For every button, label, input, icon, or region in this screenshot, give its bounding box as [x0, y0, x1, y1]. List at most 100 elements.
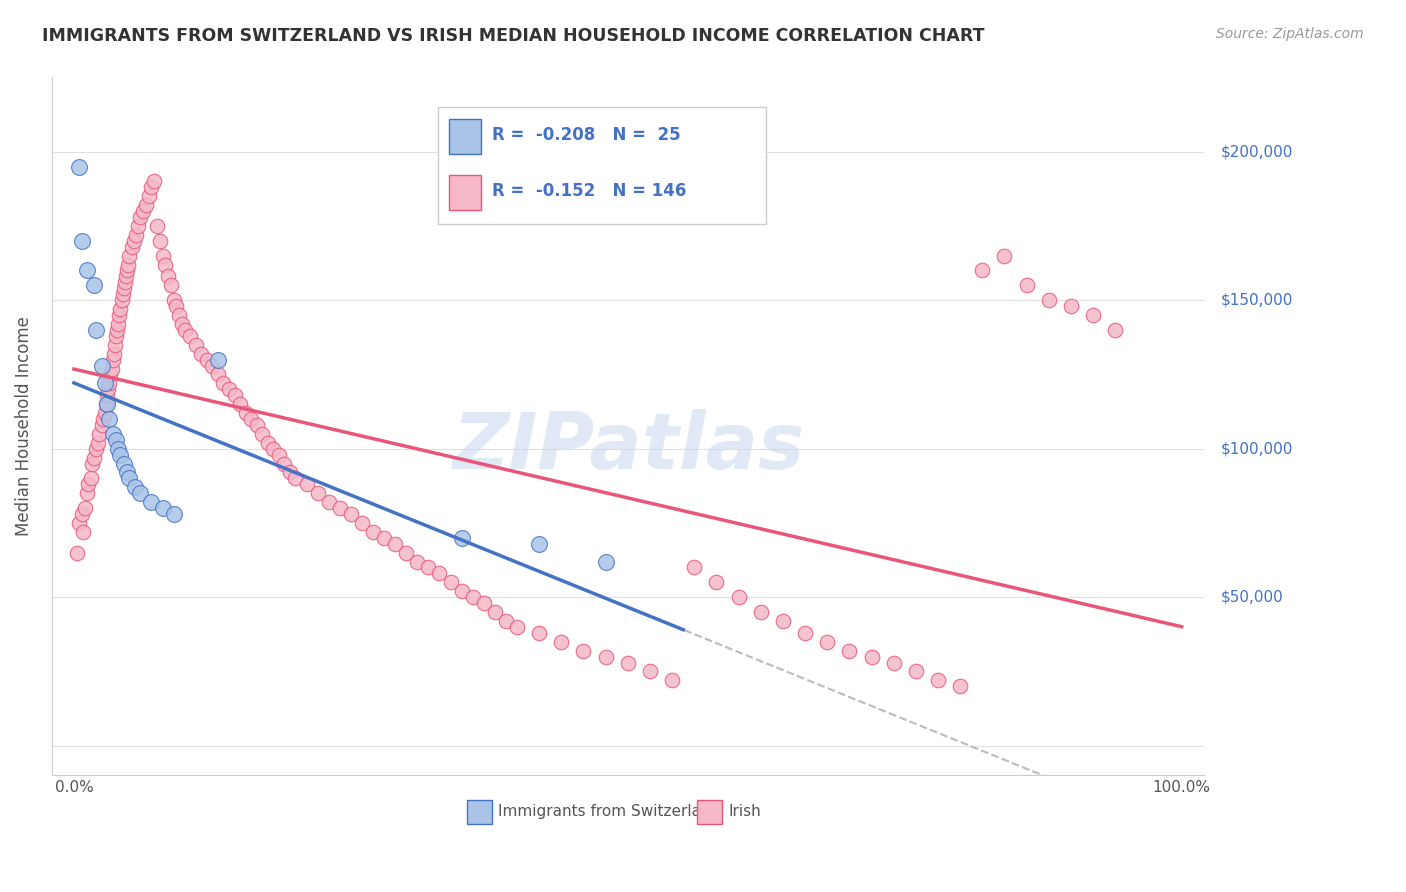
- Point: [307, 486, 329, 500]
- Point: [406, 555, 429, 569]
- Point: [373, 531, 395, 545]
- Point: [98, 376, 121, 391]
- Point: [72, 524, 94, 539]
- Point: [727, 591, 749, 605]
- Text: $100,000: $100,000: [1222, 442, 1294, 456]
- Point: [90, 417, 112, 432]
- Point: [96, 397, 118, 411]
- Point: [70, 507, 93, 521]
- Point: [69, 160, 91, 174]
- Point: [83, 450, 105, 465]
- Point: [79, 471, 101, 485]
- Point: [527, 537, 550, 551]
- Point: [927, 673, 949, 688]
- Point: [772, 614, 794, 628]
- Point: [506, 620, 529, 634]
- Point: [138, 189, 160, 203]
- Point: [129, 486, 152, 500]
- Point: [141, 495, 163, 509]
- FancyBboxPatch shape: [437, 107, 766, 224]
- Point: [160, 278, 183, 293]
- Point: [84, 442, 107, 456]
- Point: [152, 249, 174, 263]
- Point: [125, 227, 148, 242]
- Point: [108, 308, 131, 322]
- Point: [167, 308, 190, 322]
- Text: R =  -0.152   N = 146: R = -0.152 N = 146: [492, 182, 686, 200]
- Point: [418, 560, 440, 574]
- Point: [972, 263, 994, 277]
- Point: [179, 328, 201, 343]
- Point: [207, 352, 229, 367]
- Point: [111, 287, 134, 301]
- Point: [100, 361, 122, 376]
- Point: [104, 337, 127, 351]
- Point: [860, 649, 883, 664]
- Text: IMMIGRANTS FROM SWITZERLAND VS IRISH MEDIAN HOUSEHOLD INCOME CORRELATION CHART: IMMIGRANTS FROM SWITZERLAND VS IRISH MED…: [42, 27, 984, 45]
- Point: [162, 293, 184, 308]
- Point: [1104, 323, 1126, 337]
- Point: [350, 516, 373, 530]
- Point: [89, 426, 111, 441]
- Point: [794, 625, 817, 640]
- Point: [115, 263, 138, 277]
- Point: [76, 486, 98, 500]
- Point: [107, 317, 129, 331]
- Text: Source: ZipAtlas.com: Source: ZipAtlas.com: [1216, 27, 1364, 41]
- Point: [429, 566, 451, 581]
- Text: $50,000: $50,000: [1222, 590, 1284, 605]
- Point: [240, 412, 263, 426]
- Point: [162, 507, 184, 521]
- Point: [84, 323, 107, 337]
- Point: [450, 531, 472, 545]
- Point: [153, 258, 176, 272]
- Point: [815, 634, 838, 648]
- Point: [76, 263, 98, 277]
- Point: [149, 234, 172, 248]
- Point: [129, 210, 152, 224]
- Bar: [697, 800, 723, 824]
- Point: [80, 457, 103, 471]
- Point: [484, 605, 506, 619]
- Text: $150,000: $150,000: [1222, 293, 1294, 308]
- Point: [278, 466, 301, 480]
- Point: [66, 546, 89, 560]
- Point: [94, 406, 117, 420]
- Point: [121, 240, 143, 254]
- Point: [87, 435, 110, 450]
- Point: [472, 596, 495, 610]
- Point: [218, 382, 240, 396]
- Point: [172, 317, 194, 331]
- Text: R =  -0.208   N =  25: R = -0.208 N = 25: [492, 127, 681, 145]
- Text: Irish: Irish: [728, 805, 761, 819]
- Point: [97, 382, 120, 396]
- Point: [572, 643, 595, 657]
- Point: [450, 584, 472, 599]
- Point: [993, 249, 1015, 263]
- Point: [101, 426, 124, 441]
- Point: [115, 269, 138, 284]
- Point: [749, 605, 772, 619]
- Point: [246, 417, 269, 432]
- Point: [110, 302, 132, 317]
- Text: Immigrants from Switzerland: Immigrants from Switzerland: [498, 805, 720, 819]
- Point: [439, 575, 461, 590]
- Point: [384, 537, 406, 551]
- Point: [838, 643, 860, 657]
- Text: $200,000: $200,000: [1222, 145, 1294, 159]
- Point: [212, 376, 235, 391]
- Point: [112, 457, 135, 471]
- Point: [256, 435, 278, 450]
- Point: [661, 673, 683, 688]
- Point: [94, 397, 117, 411]
- Point: [141, 180, 163, 194]
- Point: [105, 328, 128, 343]
- Point: [70, 234, 93, 248]
- Point: [229, 397, 252, 411]
- Point: [91, 412, 114, 426]
- Point: [105, 323, 128, 337]
- Point: [184, 337, 207, 351]
- Point: [90, 359, 112, 373]
- Point: [73, 501, 96, 516]
- Point: [273, 457, 295, 471]
